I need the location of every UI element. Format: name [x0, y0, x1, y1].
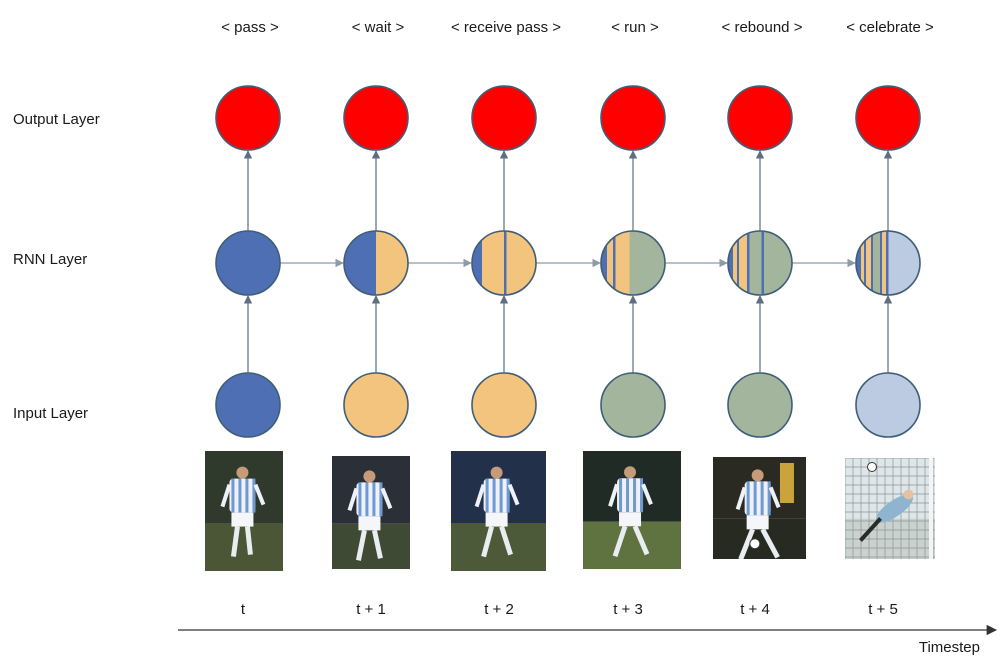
input-node	[471, 372, 537, 438]
input-node	[343, 372, 409, 438]
action-label: < run >	[611, 19, 659, 36]
soccer-player-receiving-photo	[451, 451, 546, 571]
action-label: < pass >	[221, 19, 279, 36]
action-label: < receive pass >	[451, 19, 561, 36]
rnn-node	[600, 230, 666, 296]
timestep-tick-label: t + 5	[868, 601, 898, 618]
action-label: < wait >	[352, 19, 405, 36]
input-layer-label: Input Layer	[13, 405, 88, 422]
action-label: < rebound >	[722, 19, 803, 36]
input-node	[727, 372, 793, 438]
input-node	[855, 372, 921, 438]
timestep-columns: < pass > t < wait > t + 1 < receive pass > t …	[205, 19, 935, 618]
output-node	[855, 85, 921, 151]
output-node	[343, 85, 409, 151]
rnn-node	[855, 230, 921, 296]
soccer-player-rebound-photo	[713, 457, 806, 559]
output-layer-label: Output Layer	[13, 111, 100, 128]
input-node	[215, 372, 281, 438]
rnn-node	[343, 230, 409, 296]
rnn-node	[215, 230, 281, 296]
output-node	[600, 85, 666, 151]
timestep-tick-label: t + 4	[740, 601, 770, 618]
rnn-layer-label: RNN Layer	[13, 251, 87, 268]
input-node	[600, 372, 666, 438]
timestep-tick-label: t + 1	[356, 601, 386, 618]
rnn-node	[727, 230, 793, 296]
soccer-player-standing-photo	[205, 451, 283, 571]
timestep-tick-label: t + 3	[613, 601, 643, 618]
timestep-column: < pass > t	[205, 19, 283, 618]
timestep-column: < run > t + 3	[583, 19, 681, 618]
output-node	[727, 85, 793, 151]
output-node	[471, 85, 537, 151]
soccer-player-waiting-photo	[332, 456, 410, 569]
time-axis-title: Timestep	[919, 639, 980, 656]
vertical-connections	[243, 150, 893, 373]
timestep-column: < receive pass > t + 2	[451, 19, 561, 618]
rnn-node	[471, 230, 537, 296]
timestep-column: < celebrate > t + 5	[845, 19, 935, 618]
goalkeeper-diving-photo	[845, 458, 935, 559]
soccer-player-running-photo	[583, 451, 681, 569]
timestep-tick-label: t	[241, 601, 246, 618]
action-label: < celebrate >	[846, 19, 934, 36]
output-node	[215, 85, 281, 151]
timestep-tick-label: t + 2	[484, 601, 514, 618]
timestep-column: < wait > t + 1	[332, 19, 410, 618]
